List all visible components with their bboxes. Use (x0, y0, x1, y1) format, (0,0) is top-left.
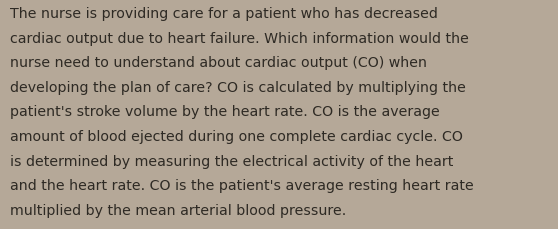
Text: patient's stroke volume by the heart rate. CO is the average: patient's stroke volume by the heart rat… (10, 105, 440, 119)
Text: and the heart rate. CO is the patient's average resting heart rate: and the heart rate. CO is the patient's … (10, 178, 474, 192)
Text: nurse need to understand about cardiac output (CO) when: nurse need to understand about cardiac o… (10, 56, 427, 70)
Text: multiplied by the mean arterial blood pressure.: multiplied by the mean arterial blood pr… (10, 203, 347, 217)
Text: is determined by measuring the electrical activity of the heart: is determined by measuring the electrica… (10, 154, 454, 168)
Text: The nurse is providing care for a patient who has decreased: The nurse is providing care for a patien… (10, 7, 438, 21)
Text: cardiac output due to heart failure. Which information would the: cardiac output due to heart failure. Whi… (10, 31, 469, 45)
Text: amount of blood ejected during one complete cardiac cycle. CO: amount of blood ejected during one compl… (10, 129, 463, 143)
Text: developing the plan of care? CO is calculated by multiplying the: developing the plan of care? CO is calcu… (10, 80, 466, 94)
